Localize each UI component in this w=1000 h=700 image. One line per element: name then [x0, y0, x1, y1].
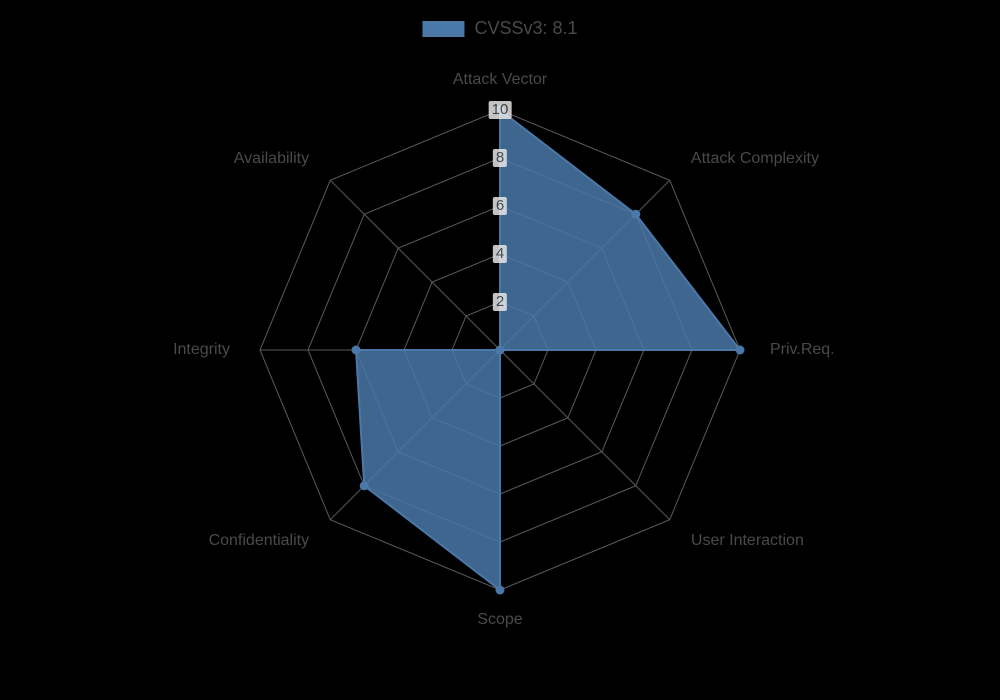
axis-label: Scope: [477, 611, 522, 629]
axis-label: Availability: [234, 150, 309, 168]
axis-label: Attack Vector: [453, 71, 547, 89]
radar-chart: CVSSv3: 8.1 Attack Vector Attack Complexi…: [0, 0, 1000, 700]
tick-label: 2: [493, 293, 507, 311]
legend-label: CVSSv3: 8.1: [474, 18, 577, 39]
tick-label: 8: [493, 149, 507, 167]
tick-label: 6: [493, 197, 507, 215]
tick-label: 10: [489, 101, 512, 119]
tick-label: 4: [493, 245, 507, 263]
axis-label: Attack Complexity: [691, 150, 819, 168]
axis-label: Confidentiality: [209, 532, 310, 550]
axis-label: Integrity: [173, 341, 230, 359]
axis-label: Priv.Req.: [770, 341, 835, 359]
legend-swatch: [422, 21, 464, 37]
axis-label: User Interaction: [691, 532, 804, 550]
legend: CVSSv3: 8.1: [422, 18, 577, 39]
